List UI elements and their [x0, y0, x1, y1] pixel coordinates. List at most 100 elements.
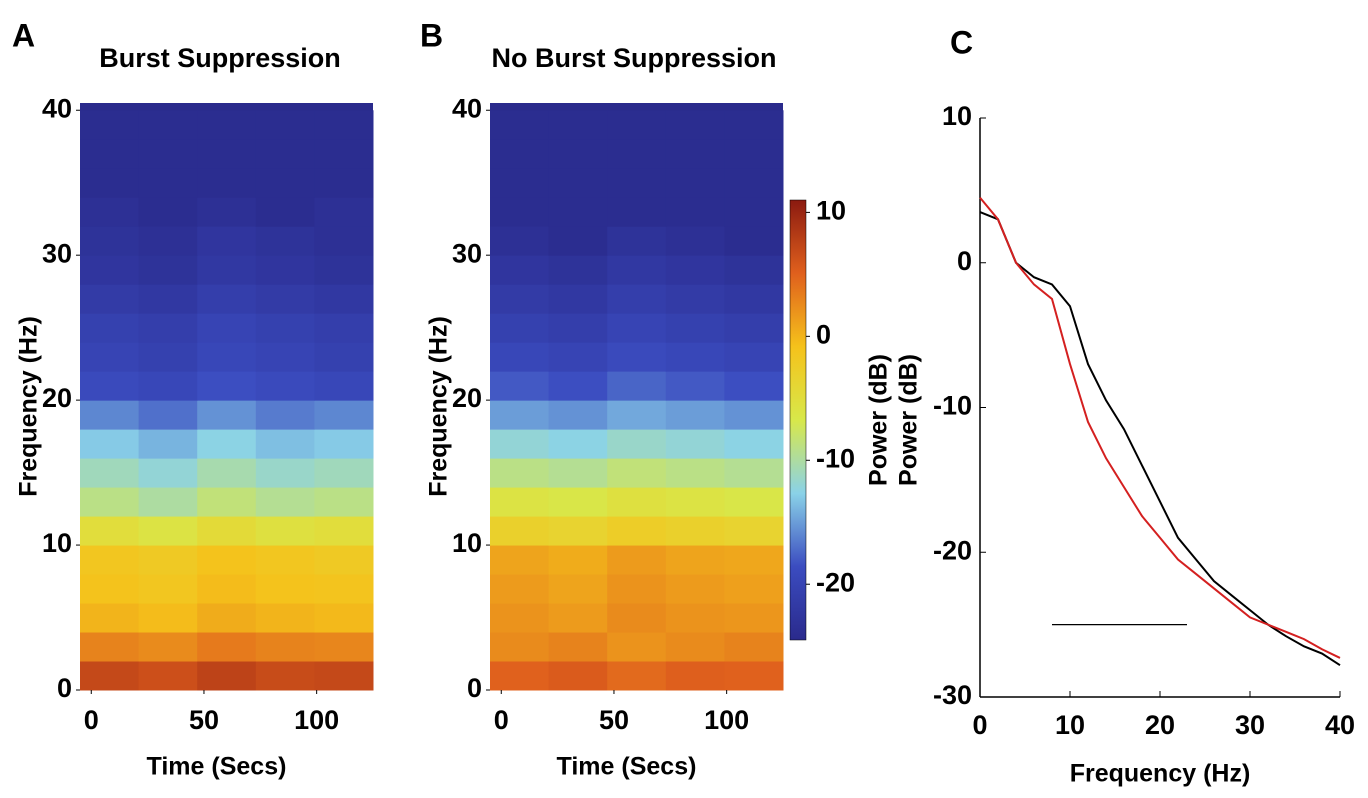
heatmap-cell: [724, 574, 784, 604]
heatmap-cell: [314, 603, 374, 633]
x-tick-label: 0: [84, 705, 99, 735]
y-axis-label: Frequency (Hz): [15, 316, 43, 497]
heatmap-cell: [548, 284, 608, 314]
heatmap-cell: [314, 429, 374, 459]
heatmap-cell: [197, 168, 257, 198]
heatmap-cell: [665, 313, 725, 343]
chart-title: Burst Suppression: [99, 43, 341, 73]
heatmap-cell: [197, 110, 257, 140]
heatmap-cell: [490, 487, 550, 517]
heatmap-cell: [80, 110, 140, 140]
heatmap-cell: [607, 313, 667, 343]
y-tick-label: 40: [42, 93, 72, 123]
heatmap-cell: [138, 110, 198, 140]
heatmap-cell: [138, 487, 198, 517]
heatmap-cell: [548, 342, 608, 372]
heatmap-cell: [255, 632, 315, 662]
heatmap-cell: [80, 632, 140, 662]
heatmap-cell: [665, 545, 725, 575]
heatmap-cell: [197, 661, 257, 691]
heatmap-cell: [255, 168, 315, 198]
x-axis-label: Time (Secs): [557, 753, 697, 781]
heatmap-cell: [80, 545, 140, 575]
panel-label: B: [420, 17, 443, 53]
x-axis-label: Time (Secs): [147, 753, 287, 781]
heatmap-cell: [138, 168, 198, 198]
heatmap-cell: [548, 139, 608, 169]
heatmap-cell: [197, 255, 257, 285]
heatmap-cell: [80, 574, 140, 604]
heatmap-cell: [548, 110, 608, 140]
colorbar-tick-label: 10: [816, 196, 846, 226]
heatmap-cell: [138, 545, 198, 575]
heatmap-cell: [80, 429, 140, 459]
heatmap-cell: [490, 400, 550, 430]
heatmap-cell: [138, 603, 198, 633]
heatmap-cell: [724, 313, 784, 343]
line-series: [979, 196, 1341, 659]
heatmap-cell: [665, 284, 725, 314]
heatmap-cell: [607, 487, 667, 517]
heatmap-cell: [80, 284, 140, 314]
heatmap-cell: [197, 516, 257, 546]
y-tick-label: 40: [452, 93, 482, 123]
heatmap-cell: [197, 574, 257, 604]
heatmap-cell: [607, 661, 667, 691]
heatmap-cell: [724, 255, 784, 285]
heatmap-cell: [665, 632, 725, 662]
heatmap-cell: [255, 603, 315, 633]
heatmap-cell: [138, 139, 198, 169]
x-tick-label: 10: [1055, 710, 1085, 740]
heatmap-cell: [607, 545, 667, 575]
heatmap-cell: [197, 458, 257, 488]
heatmap-cell: [548, 458, 608, 488]
heatmap-cell: [548, 197, 608, 227]
y-tick-label: 30: [452, 238, 482, 268]
heatmap-cell: [665, 574, 725, 604]
heatmap-cell: [724, 632, 784, 662]
heatmap-cell: [138, 661, 198, 691]
heatmap-cell: [314, 197, 374, 227]
heatmap-cell: [665, 458, 725, 488]
heatmap-cell: [255, 661, 315, 691]
heatmap-cell: [490, 429, 550, 459]
heatmap-cell: [314, 342, 374, 372]
x-tick-label: 30: [1235, 710, 1265, 740]
heatmap-cell: [665, 371, 725, 401]
heatmap-cell: [314, 516, 374, 546]
heatmap-cell: [255, 139, 315, 169]
heatmap-cell: [607, 197, 667, 227]
heatmap-cell: [607, 139, 667, 169]
heatmap-cell: [548, 516, 608, 546]
colorbar: [789, 199, 807, 641]
heatmap-cell: [548, 400, 608, 430]
heatmap-cell: [548, 487, 608, 517]
heatmap-cell: [490, 574, 550, 604]
x-tick-label: 40: [1325, 710, 1355, 740]
heatmap-cell: [548, 168, 608, 198]
heatmap-cell: [314, 226, 374, 256]
heatmap-cell: [607, 371, 667, 401]
heatmap-cell: [724, 487, 784, 517]
heatmap-cell: [724, 226, 784, 256]
y-tick-label: 10: [42, 528, 72, 558]
heatmap-cell: [548, 255, 608, 285]
heatmap-cell: [255, 313, 315, 343]
heatmap-cell: [80, 603, 140, 633]
heatmap-cell: [314, 545, 374, 575]
heatmap-cell: [138, 284, 198, 314]
heatmap-cell: [197, 313, 257, 343]
x-tick-label: 50: [599, 705, 629, 735]
heatmap-cell: [665, 603, 725, 633]
y-tick-label: 0: [467, 673, 482, 703]
colorbar-tick-label: -10: [816, 443, 855, 473]
heatmap-cell: [490, 313, 550, 343]
heatmap-cell: [607, 603, 667, 633]
heatmap-cell: [665, 168, 725, 198]
x-tick-label: 50: [189, 705, 219, 735]
colorbar-tick-label: 0: [816, 319, 831, 349]
heatmap-cell: [607, 255, 667, 285]
heatmap-cell: [80, 226, 140, 256]
heatmap-cell: [607, 342, 667, 372]
chart-title: No Burst Suppression: [491, 43, 776, 73]
